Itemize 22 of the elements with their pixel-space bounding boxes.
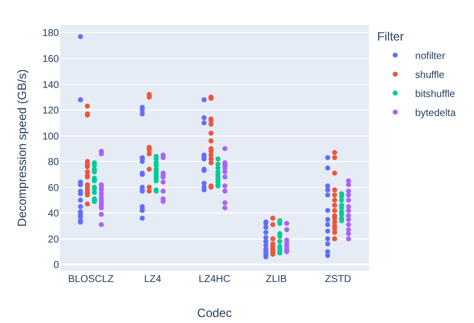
y-tick-label: 140: [42, 80, 60, 91]
legend-title: Filter: [377, 30, 404, 44]
x-tick-label: ZSTD: [325, 274, 352, 285]
x-tick-label: LZ4: [144, 274, 162, 285]
y-tick-label: 120: [42, 106, 60, 117]
y-tick-label: 40: [48, 208, 60, 220]
x-axis-title: Codec: [197, 306, 232, 320]
y-axis-title: Decompression speed (GB/s): [15, 69, 29, 227]
y-tick-label: 60: [48, 182, 60, 194]
y-tick-label: 160: [42, 54, 60, 65]
x-tick-label: LZ4HC: [198, 274, 230, 285]
y-tick-label: 20: [48, 234, 60, 246]
x-tick-label: ZLIB: [266, 274, 288, 285]
y-tick-label: 0: [53, 260, 60, 272]
y-tick-label: 100: [42, 131, 60, 142]
legend-label: bitshuffle: [415, 89, 456, 100]
y-tick-label: 80: [48, 157, 60, 168]
legend-label: shuffle: [415, 70, 445, 81]
legend-label: nofilter: [415, 51, 446, 62]
legend-label: bytedelta: [415, 108, 456, 119]
x-tick-label: BLOSCLZ: [68, 274, 114, 285]
y-tick-label: 180: [42, 28, 60, 40]
